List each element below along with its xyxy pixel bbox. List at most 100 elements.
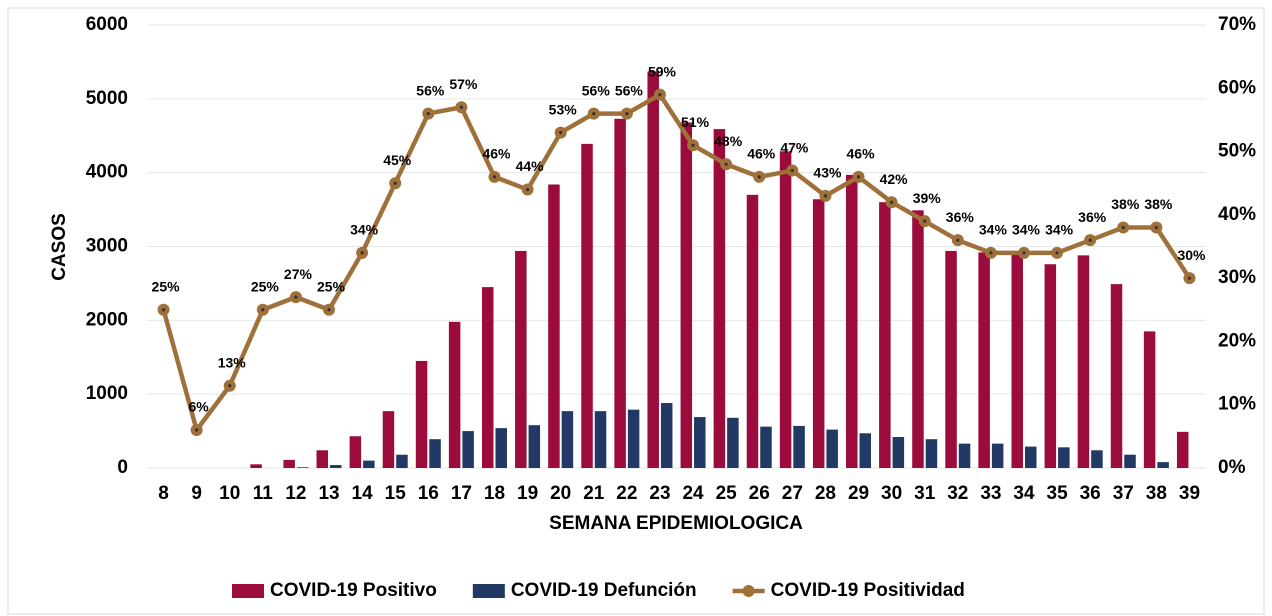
marker-dot: [261, 308, 265, 312]
marker-dot: [327, 308, 331, 312]
x-tick-label: 23: [649, 483, 670, 504]
data-label: 53%: [549, 101, 578, 117]
marker-dot: [691, 143, 695, 147]
data-label: 25%: [152, 278, 181, 294]
y-tick-label: 5000: [86, 88, 128, 109]
y-tick-label: 4000: [86, 162, 128, 183]
data-label: 34%: [979, 222, 1008, 238]
marker-dot: [592, 112, 596, 116]
x-tick-label: 11: [253, 483, 274, 504]
data-label: 43%: [813, 165, 842, 181]
y-tick-label: 0: [117, 457, 128, 478]
data-label: 34%: [1012, 222, 1041, 238]
bar: [846, 174, 858, 469]
data-label: 6%: [189, 399, 210, 415]
x-tick-label: 37: [1113, 483, 1134, 504]
marker-dot: [923, 219, 927, 223]
bar: [627, 409, 640, 468]
bar: [1143, 331, 1156, 468]
x-tick-label: 24: [682, 483, 704, 504]
bar: [330, 465, 342, 468]
data-label: 38%: [1111, 196, 1140, 212]
bar: [462, 431, 474, 468]
bar: [481, 287, 494, 468]
x-tick-label: 22: [616, 483, 637, 504]
y-tick-label: 3000: [86, 236, 128, 257]
x-tick-label: 36: [1080, 483, 1101, 504]
bar: [1157, 462, 1169, 468]
x-tick-label: 10: [219, 483, 240, 504]
bar: [581, 143, 593, 468]
data-label: 56%: [615, 82, 644, 98]
bar: [1176, 431, 1189, 468]
y-tick-label: 1000: [86, 383, 128, 404]
bar: [680, 122, 693, 469]
line: [161, 92, 1192, 433]
bar: [283, 459, 295, 468]
bar: [660, 403, 673, 468]
x-tick-label: 8: [158, 483, 169, 504]
x-tick-label: 9: [191, 483, 202, 504]
x-tick-label: 27: [782, 483, 803, 504]
marker-dot: [525, 187, 530, 192]
y2-tick-label: 40%: [1218, 204, 1256, 225]
bar: [760, 426, 772, 468]
bar: [793, 425, 805, 468]
data-label: 47%: [780, 139, 809, 155]
data-label: 34%: [1045, 222, 1074, 238]
bar: [859, 433, 872, 468]
bar: [594, 411, 607, 468]
marker-dot: [724, 162, 728, 166]
bar: [1077, 255, 1090, 468]
bar: [250, 464, 262, 468]
bar: [1011, 251, 1023, 468]
bar: [429, 439, 441, 468]
data-label: 38%: [1144, 196, 1173, 212]
marker-dot: [625, 112, 629, 116]
bar: [1110, 284, 1123, 468]
x-tick-label: 19: [517, 483, 538, 504]
bar: [495, 428, 507, 468]
y2-tick-label: 60%: [1218, 77, 1256, 98]
bar: [415, 360, 428, 468]
legend-label: COVID-19 Defunción: [511, 580, 697, 601]
bar: [561, 411, 574, 468]
data-label: 36%: [1078, 209, 1107, 225]
y2-tick-label: 0%: [1218, 457, 1246, 478]
bar: [548, 184, 560, 469]
x-tick-label: 39: [1179, 483, 1200, 504]
marker-dot: [1154, 225, 1158, 230]
marker-dot: [426, 112, 430, 116]
marker-dot: [228, 384, 232, 388]
bar: [958, 443, 971, 468]
bar: [382, 411, 395, 468]
marker-dot: [823, 194, 828, 198]
legend-swatch: [232, 584, 264, 598]
x-axis-label: SEMANA EPIDEMIOLOGICA: [549, 513, 803, 534]
chart-border: [7, 7, 1265, 615]
data-label: 13%: [218, 354, 247, 370]
data-label: 46%: [482, 146, 511, 162]
marker-dot: [393, 181, 397, 185]
x-tick-label: 33: [980, 483, 1001, 504]
marker-dot: [492, 175, 497, 179]
bar: [779, 151, 792, 468]
x-tick-label: 20: [550, 483, 571, 504]
bar: [694, 417, 706, 468]
y2-tick-label: 20%: [1218, 330, 1256, 351]
marker-dot: [989, 251, 993, 255]
data-label: 44%: [516, 158, 545, 174]
x-tick-label: 35: [1047, 483, 1069, 504]
x-tick-label: 38: [1146, 483, 1167, 504]
bar: [349, 436, 362, 468]
marker-dot: [559, 130, 563, 135]
data-label: 25%: [317, 278, 346, 294]
data-label: 34%: [350, 222, 379, 238]
bar: [363, 460, 375, 468]
marker-dot: [856, 175, 861, 179]
x-tick-label: 17: [451, 483, 472, 504]
x-tick-label: 15: [385, 483, 407, 504]
data-label: 30%: [1177, 247, 1206, 263]
marker-dot: [294, 295, 298, 299]
